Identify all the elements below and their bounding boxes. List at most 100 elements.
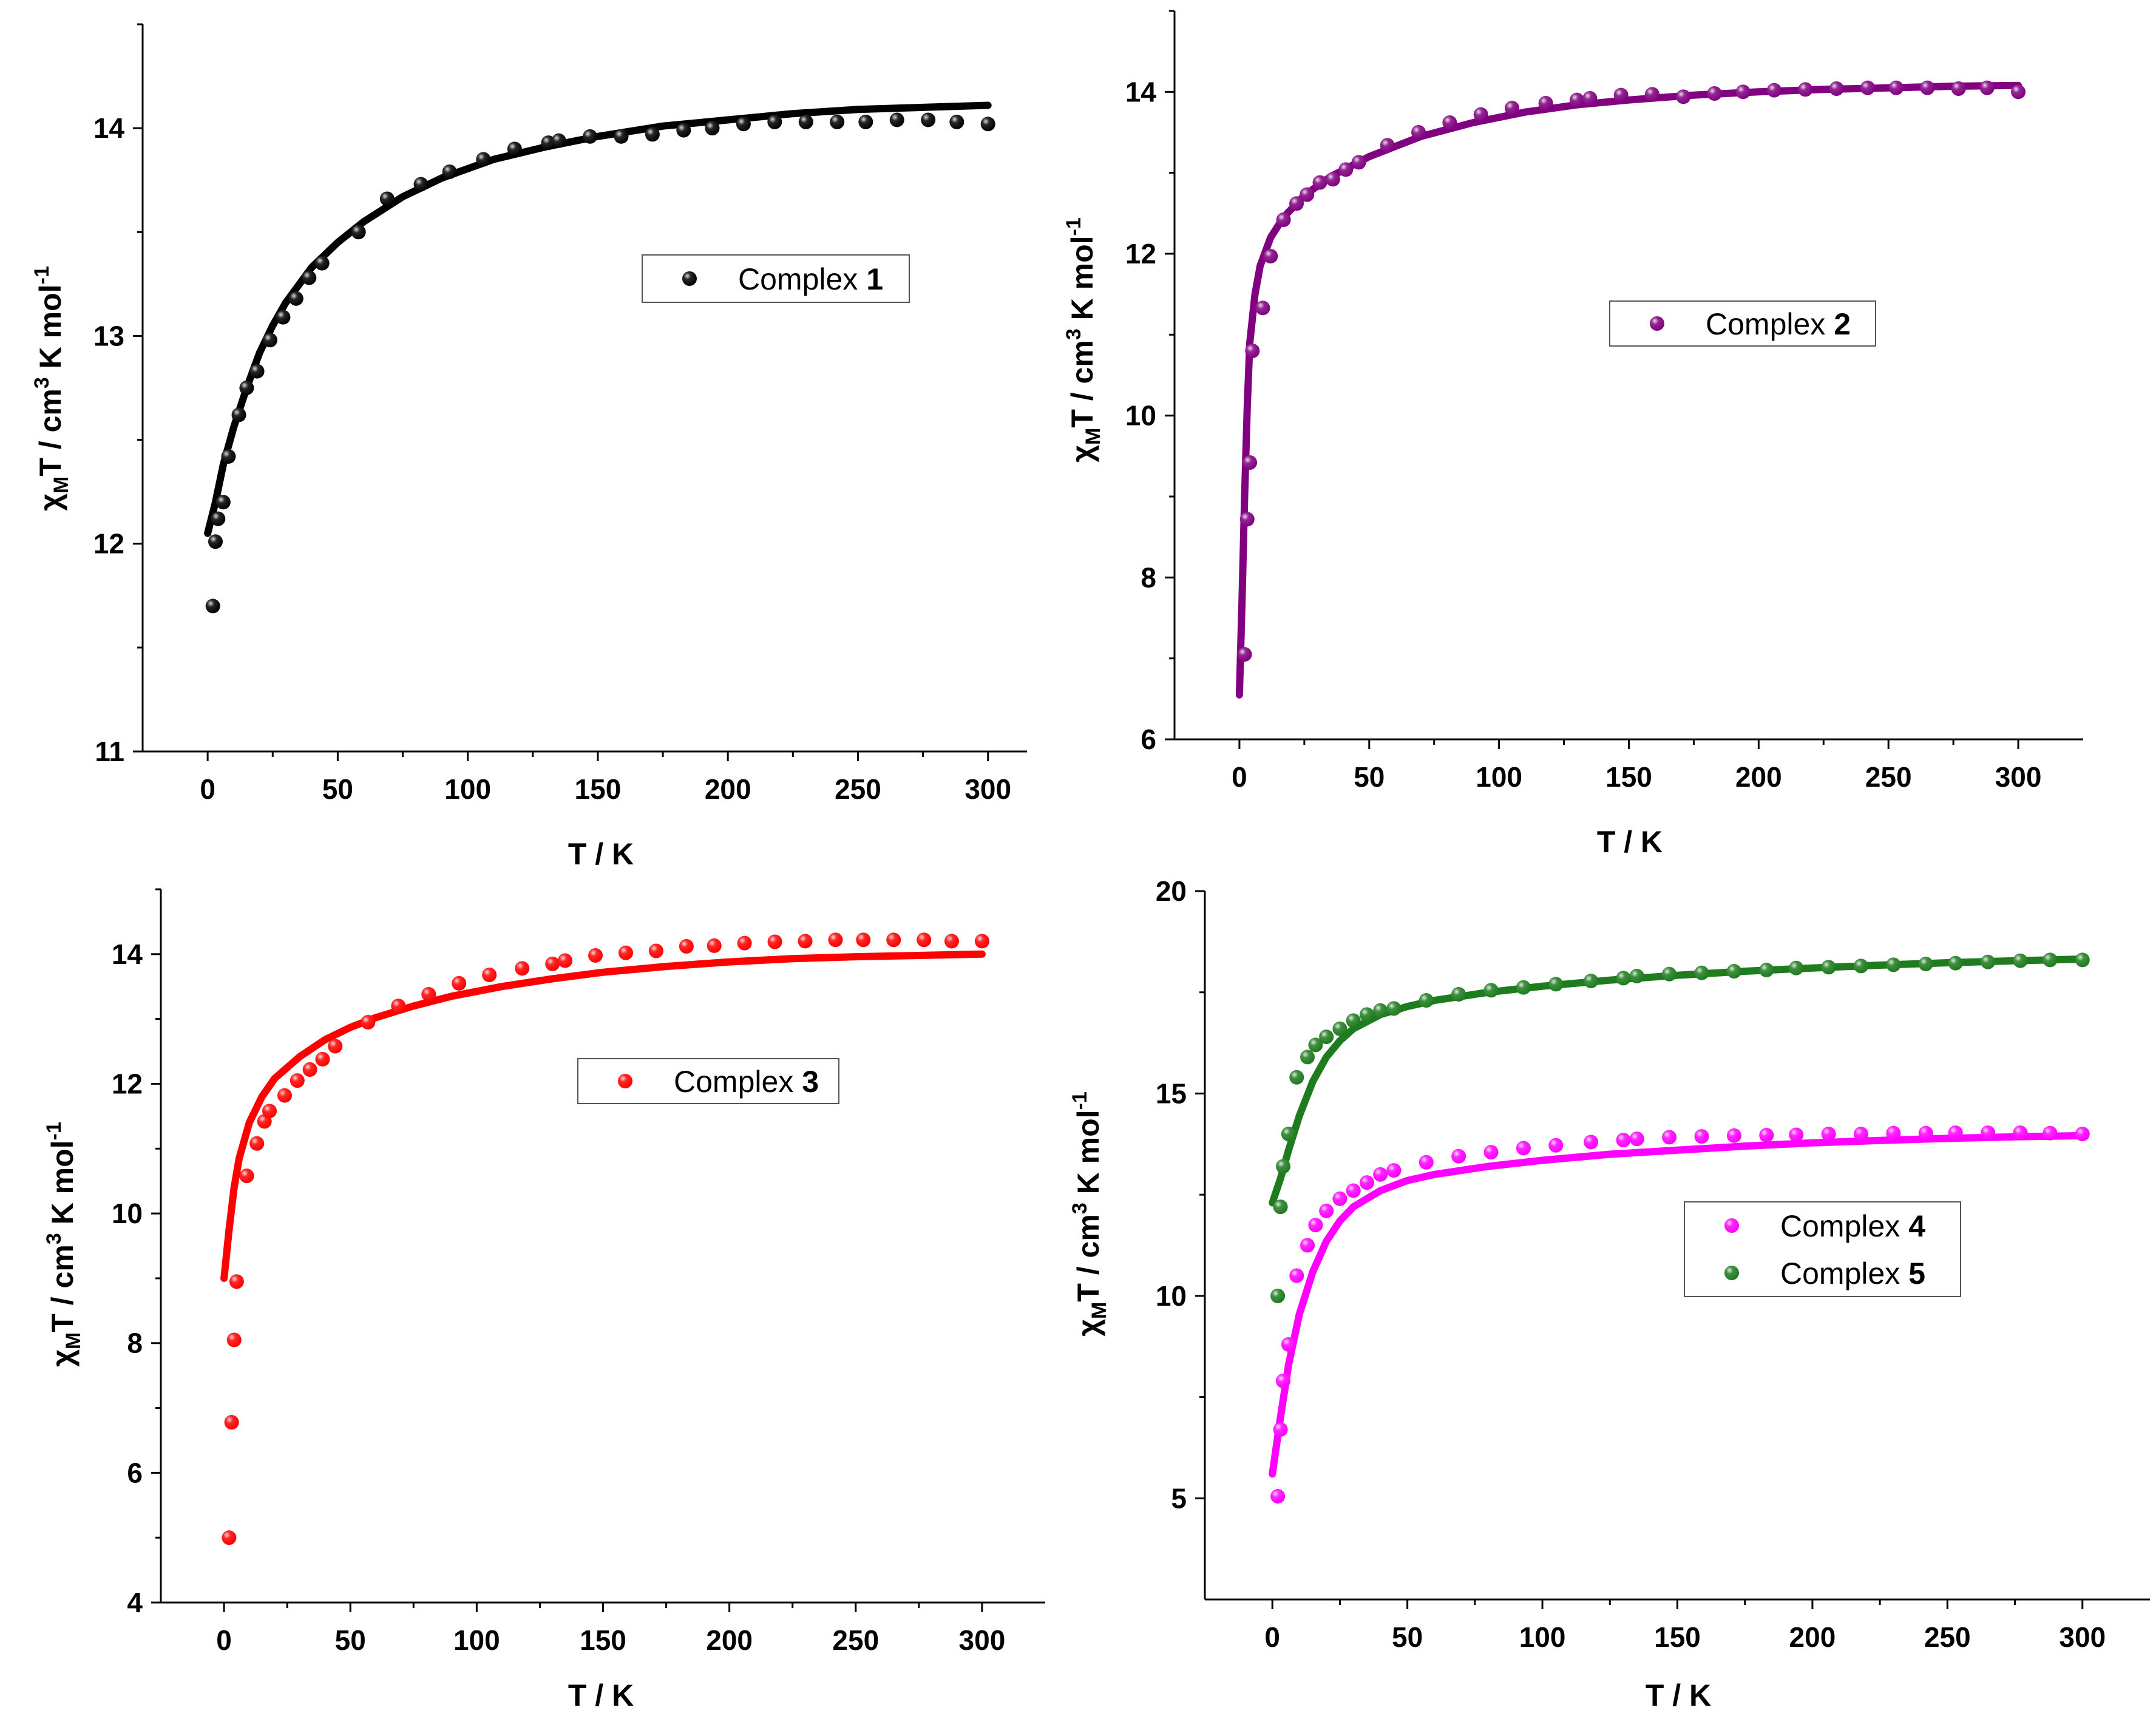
- x-tick-label: 150: [1654, 1621, 1701, 1653]
- y-axis-title-part: -1: [1062, 217, 1085, 236]
- legend-label-text: Complex: [1780, 1257, 1908, 1291]
- data-point-highlight: [1319, 1029, 1334, 1045]
- data-point-highlight: [239, 1169, 254, 1184]
- data-point-highlight: [1726, 964, 1741, 979]
- data-point-highlight: [262, 333, 277, 348]
- data-point-highlight: [476, 152, 491, 167]
- data-point-highlight: [1451, 987, 1466, 1002]
- data-point-highlight: [889, 112, 904, 127]
- x-tick-label: 50: [1392, 1621, 1423, 1653]
- y-axis-title: χMT / cm3 K mol-1: [1068, 1091, 1111, 1337]
- data-point-highlight: [588, 948, 603, 963]
- data-point-highlight: [645, 127, 660, 142]
- data-point-highlight: [1346, 1183, 1361, 1198]
- data-point-highlight: [1239, 512, 1255, 527]
- data-point-highlight: [1308, 1037, 1323, 1053]
- data-point-highlight: [705, 121, 720, 136]
- legend-label: Complex 5: [1780, 1257, 1925, 1291]
- data-point-highlight: [1918, 1125, 1933, 1141]
- data-point-highlight: [1300, 1238, 1315, 1253]
- x-tick-label: 150: [580, 1624, 626, 1656]
- y-axis-title-part: K mol: [1071, 1110, 1105, 1202]
- data-point-highlight: [351, 225, 366, 240]
- x-tick-label: 250: [1865, 761, 1912, 793]
- data-point-highlight: [1829, 81, 1844, 96]
- data-point-highlight: [736, 117, 751, 132]
- data-point-highlight: [614, 129, 629, 144]
- data-point-highlight: [798, 114, 813, 129]
- x-tick-label: 100: [444, 773, 491, 805]
- data-point-highlight: [1242, 455, 1258, 470]
- data-point-highlight: [2075, 952, 2090, 968]
- x-tick-label: 200: [705, 773, 751, 805]
- data-point-highlight: [1419, 993, 1434, 1008]
- data-point-highlight: [379, 191, 395, 206]
- data-point-highlight: [1359, 1007, 1374, 1022]
- data-point-highlight: [1629, 969, 1644, 984]
- data-point-highlight: [413, 177, 429, 192]
- data-point-highlight: [1276, 212, 1291, 227]
- y-tick-label: 8: [1141, 561, 1156, 593]
- y-tick-label: 20: [1156, 875, 1187, 907]
- legend-label: Complex 1: [738, 262, 883, 296]
- data-point-highlight: [1644, 87, 1659, 102]
- data-point-highlight: [1359, 1175, 1374, 1190]
- data-point-highlight: [1338, 162, 1354, 177]
- x-tick-label: 50: [335, 1624, 366, 1656]
- fit-curve-complex-2: [1235, 81, 2022, 699]
- data-point-highlight: [1979, 80, 1995, 95]
- y-axis-title-part: 3: [30, 377, 53, 388]
- data-point-highlight: [2013, 953, 2028, 968]
- data-point-highlight: [2013, 1125, 2028, 1141]
- y-tick-label: 10: [1125, 400, 1156, 432]
- x-tick-label: 100: [1476, 761, 1522, 793]
- data-point-highlight: [221, 449, 236, 464]
- x-tick-label: 100: [453, 1624, 500, 1656]
- y-tick-label: 12: [112, 1068, 143, 1099]
- data-point-highlight: [1662, 1130, 1677, 1145]
- data-point-highlight: [921, 112, 936, 127]
- data-point-highlight: [1616, 1133, 1631, 1148]
- data-point-highlight: [2075, 1127, 2090, 1142]
- y-tick-label: 12: [1125, 238, 1156, 270]
- data-point-highlight: [1346, 1013, 1361, 1028]
- data-point-highlight: [1411, 125, 1426, 140]
- y-tick-label: 4: [127, 1587, 143, 1618]
- legend-label-text: Complex: [1780, 1209, 1908, 1243]
- data-point-highlight: [1821, 960, 1836, 975]
- data-point-highlight: [262, 1104, 277, 1119]
- data-point-highlight: [648, 943, 663, 958]
- x-tick-label: 0: [1232, 761, 1247, 793]
- y-tick-label: 8: [127, 1328, 143, 1359]
- x-tick-label: 0: [216, 1624, 232, 1656]
- data-point-highlight: [1759, 1128, 1774, 1143]
- data-point-highlight: [1759, 963, 1774, 978]
- data-point-highlight: [1584, 1135, 1599, 1150]
- y-axis-title-part: K mol: [46, 1140, 80, 1233]
- x-axis-title: T / K: [1597, 825, 1663, 859]
- data-point-highlight: [1629, 1131, 1644, 1147]
- data-point-highlight: [886, 932, 901, 948]
- data-point-highlight: [229, 1274, 244, 1289]
- data-point-highlight: [302, 270, 317, 285]
- y-axis-title-part: χ: [33, 494, 67, 511]
- data-point-highlight: [1319, 1203, 1334, 1218]
- data-point-highlight: [679, 939, 694, 954]
- data-point-highlight: [1270, 1288, 1286, 1303]
- data-point-highlight: [1676, 89, 1691, 104]
- y-axis-title-part: M: [62, 1332, 85, 1349]
- y-tick-label: 15: [1156, 1077, 1187, 1109]
- x-tick-label: 100: [1519, 1621, 1566, 1653]
- y-axis-title-part: χ: [1065, 445, 1099, 463]
- data-point-highlight: [276, 310, 291, 325]
- data-point-highlight: [798, 934, 813, 949]
- data-point-highlight: [856, 932, 871, 948]
- data-point-highlight: [1373, 1167, 1388, 1182]
- data-point-highlight: [315, 1051, 330, 1067]
- data-point-highlight: [1920, 80, 1935, 95]
- legend-label-number: 1: [866, 262, 883, 296]
- data-point-highlight: [1582, 91, 1598, 106]
- data-point-highlight: [1735, 84, 1751, 100]
